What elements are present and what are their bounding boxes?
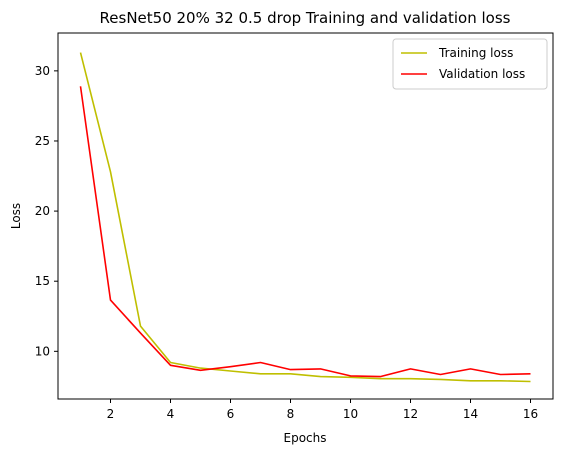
legend-box [392, 38, 548, 90]
legend-entry: Training loss [438, 46, 513, 60]
x-axis: 2 4 6 8 10 12 14 16 [107, 399, 538, 421]
legend: Training loss Validation loss [392, 38, 548, 90]
y-tick-label: 15 [35, 274, 50, 288]
x-tick-label: 6 [227, 407, 235, 421]
y-tick-label: 30 [35, 64, 50, 78]
series-line-training-loss [79, 52, 531, 383]
x-axis-label: Epochs [284, 431, 327, 445]
x-tick-label: 10 [343, 407, 358, 421]
x-tick-label: 8 [287, 407, 295, 421]
series-line-validation-loss [79, 86, 531, 378]
legend-entry: Validation loss [439, 67, 525, 81]
x-tick-label: 16 [523, 407, 538, 421]
y-axis: 10 15 20 25 30 [35, 64, 58, 358]
x-tick-label: 2 [107, 407, 115, 421]
y-tick-label: 20 [35, 204, 50, 218]
plot-frame [57, 32, 554, 400]
x-tick-label: 4 [167, 407, 175, 421]
x-tick-label: 14 [463, 407, 478, 421]
y-tick-label: 25 [35, 134, 50, 148]
y-axis-label: Loss [9, 203, 23, 229]
chart-title: ResNet50 20% 32 0.5 drop Training and va… [100, 9, 511, 27]
y-tick-label: 10 [35, 344, 50, 358]
x-tick-label: 12 [403, 407, 418, 421]
plot-area [79, 52, 531, 383]
